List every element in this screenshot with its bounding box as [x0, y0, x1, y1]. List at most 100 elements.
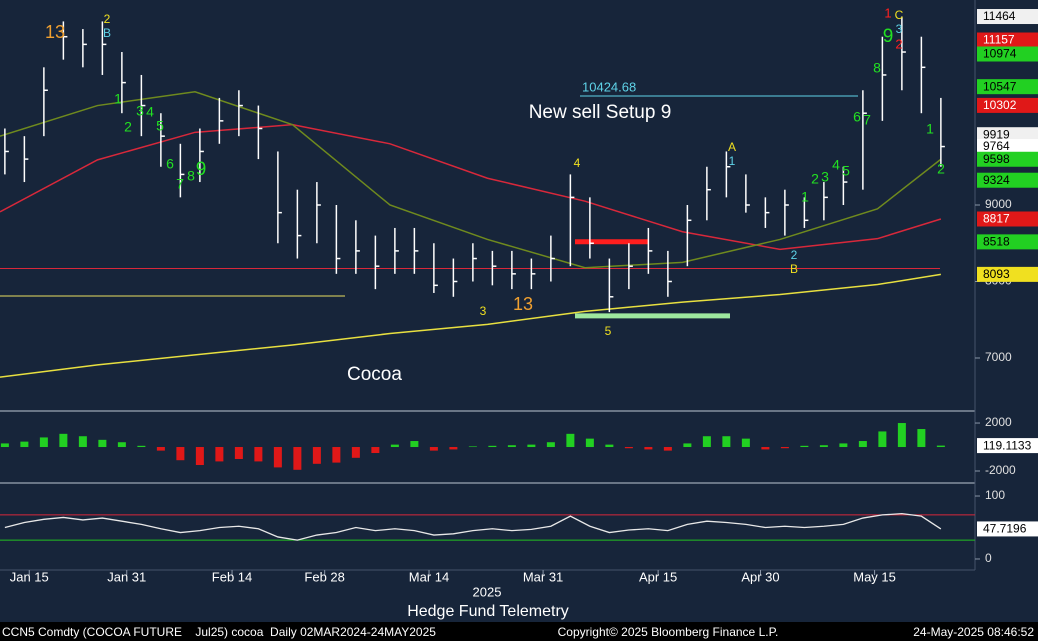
value-box: [977, 97, 1038, 113]
histogram-bar: [156, 447, 165, 451]
td-count-label: 4: [832, 157, 840, 173]
histogram-bar: [20, 441, 29, 448]
y-tick-label: 100: [985, 488, 1005, 502]
td-count-label: 1: [926, 121, 934, 137]
value-box: [977, 234, 1038, 250]
histogram-bar: [176, 447, 185, 461]
histogram-bar: [215, 447, 224, 462]
value-box: [977, 79, 1038, 95]
value-box: [977, 438, 1038, 454]
value-box-label: 8817: [983, 212, 1010, 226]
value-box-label: 119.1133: [983, 438, 1032, 452]
value-box-label: 10547: [983, 79, 1017, 93]
histogram-bar: [624, 447, 633, 449]
value-box: [977, 32, 1038, 48]
histogram-bar: [371, 447, 380, 454]
histogram-bar: [858, 441, 867, 448]
histogram-bar: [195, 447, 204, 466]
histogram-bar: [644, 447, 653, 450]
y-tick-label: 9000: [985, 197, 1012, 211]
x-tick-label: Jan 31: [107, 569, 146, 584]
histogram-bar: [683, 443, 692, 448]
footer-bar: [0, 622, 1038, 641]
td-count-label: 3: [896, 22, 903, 36]
td-count-label: B: [790, 262, 798, 276]
histogram-bar: [0, 443, 9, 448]
value-box: [977, 46, 1038, 62]
histogram-bar: [936, 445, 945, 448]
x-tick-label: May 15: [853, 569, 896, 584]
td-count-label: 5: [605, 324, 612, 338]
histogram-bar: [449, 447, 458, 450]
y-tick-label: 2000: [985, 415, 1012, 429]
x-year-label: 2025: [473, 584, 502, 599]
td-count-label: 1: [801, 189, 809, 205]
histogram-bar: [98, 439, 107, 448]
td-count-label: 3: [480, 304, 487, 318]
value-box-label: 9324: [983, 173, 1010, 187]
histogram-bar: [585, 438, 594, 448]
y-tick-label: 7000: [985, 350, 1012, 364]
value-box: [977, 9, 1038, 25]
histogram-bar: [410, 441, 419, 448]
histogram-bar: [293, 447, 302, 470]
td-count-label: 9: [883, 26, 894, 47]
histogram-bar: [839, 443, 848, 448]
td-count-label: 2: [791, 248, 798, 262]
td-count-label: 2: [104, 12, 111, 26]
td-count-label: 2: [124, 119, 132, 135]
x-tick-label: Apr 30: [741, 569, 779, 584]
histogram-bar: [390, 444, 399, 448]
y-tick-label: -2000: [985, 463, 1016, 477]
histogram-bar: [761, 447, 770, 450]
value-box-label: 8093: [983, 267, 1010, 281]
value-box-label: 11157: [983, 33, 1015, 47]
histogram-bar: [878, 431, 887, 448]
td-count-label: 8: [187, 168, 195, 184]
histogram-bar: [254, 447, 263, 462]
chart-title: Cocoa: [347, 364, 402, 385]
value-box-label: 9764: [983, 139, 1010, 153]
histogram-bar: [702, 436, 711, 448]
td-count-label: 1: [884, 5, 891, 20]
td-count-label: 6: [853, 109, 861, 125]
footer-text: CCN5 Comdty (COCOA FUTURE Jul25) cocoa D…: [2, 625, 436, 639]
indicator-line: [4, 512, 942, 541]
td-count-label: 7: [863, 112, 871, 128]
histogram-bar: [917, 429, 926, 448]
histogram-bar: [273, 447, 282, 468]
histogram-bar: [663, 447, 672, 451]
td-count-label: 13: [513, 294, 533, 314]
source-label: Hedge Fund Telemetry: [407, 603, 569, 620]
value-box-label: 10302: [983, 98, 1017, 112]
histogram-bar: [39, 437, 48, 448]
x-tick-label: Jan 15: [10, 569, 49, 584]
histogram-bar: [507, 445, 516, 448]
td-count-label: 4: [146, 104, 154, 120]
histogram-bar: [234, 447, 243, 460]
value-box: [977, 151, 1038, 167]
histogram-bar: [722, 436, 731, 448]
value-box-label: 47.7196: [983, 522, 1027, 536]
histogram-bar: [819, 445, 828, 448]
td-count-label: 9: [196, 159, 207, 180]
histogram-bar: [546, 442, 555, 448]
value-box-label: 9919: [983, 127, 1010, 141]
moving-average: [0, 273, 941, 378]
histogram-bar: [468, 446, 477, 448]
value-box: [977, 266, 1038, 282]
td-count-label: A: [728, 140, 736, 154]
td-count-label: 2: [895, 36, 902, 51]
histogram-bar: [78, 436, 87, 448]
level-label: 10424.68: [582, 79, 636, 94]
td-count-label: 5: [842, 163, 850, 179]
td-count-label: 4: [574, 156, 581, 170]
td-count-label: 2: [811, 171, 819, 187]
histogram-bar: [527, 444, 536, 448]
footer-text: Copyright© 2025 Bloomberg Finance L.P.: [558, 625, 779, 639]
td-count-label: 1: [729, 154, 736, 168]
x-tick-label: Apr 15: [639, 569, 677, 584]
td-count-label: 6: [166, 156, 174, 172]
histogram-bar: [488, 445, 497, 448]
